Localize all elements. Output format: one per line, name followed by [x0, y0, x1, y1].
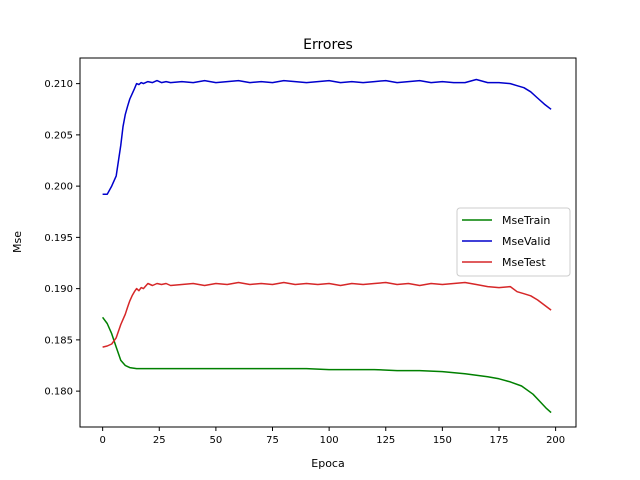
x-tick-label: 125	[376, 435, 395, 446]
y-tick-label: 0.200	[44, 182, 73, 193]
x-tick-label: 100	[320, 435, 339, 446]
legend-box	[456, 207, 571, 277]
y-axis: 0.180 0.185 0.190 0.195 0.200 0.205 0.210	[44, 79, 80, 398]
legend-label-msetest: MseTest	[502, 256, 546, 269]
x-axis: 0 25 50 75 100 125 150 175 200	[99, 427, 565, 446]
y-tick-label: 0.180	[44, 387, 73, 398]
y-tick-label: 0.205	[44, 130, 73, 141]
y-tick-label: 0.185	[44, 335, 73, 346]
legend-label-msevalid: MseValid	[502, 235, 551, 248]
legend-label-msetrain: MseTrain	[502, 214, 550, 227]
x-tick-label: 25	[153, 435, 166, 446]
x-tick-label: 75	[266, 435, 279, 446]
series-line-msevalid	[102, 78, 552, 196]
x-tick-label: 150	[433, 435, 452, 446]
y-axis-label: Mse	[11, 231, 24, 253]
x-tick-label: 0	[99, 435, 105, 446]
series-line-msetest	[102, 281, 552, 348]
y-tick-label: 0.210	[44, 79, 73, 90]
y-tick-label: 0.190	[44, 284, 73, 295]
y-tick-label: 0.195	[44, 233, 73, 244]
plot-lines	[101, 78, 552, 414]
plot-frame	[79, 57, 577, 428]
series-line-msetrain	[101, 316, 552, 414]
x-axis-label: Epoca	[311, 457, 344, 470]
chart-title: Errores	[303, 37, 353, 53]
x-tick-label: 200	[546, 435, 565, 446]
legend: MseTrain MseValid MseTest	[456, 207, 571, 277]
x-tick-label: 175	[489, 435, 508, 446]
x-tick-label: 50	[210, 435, 223, 446]
